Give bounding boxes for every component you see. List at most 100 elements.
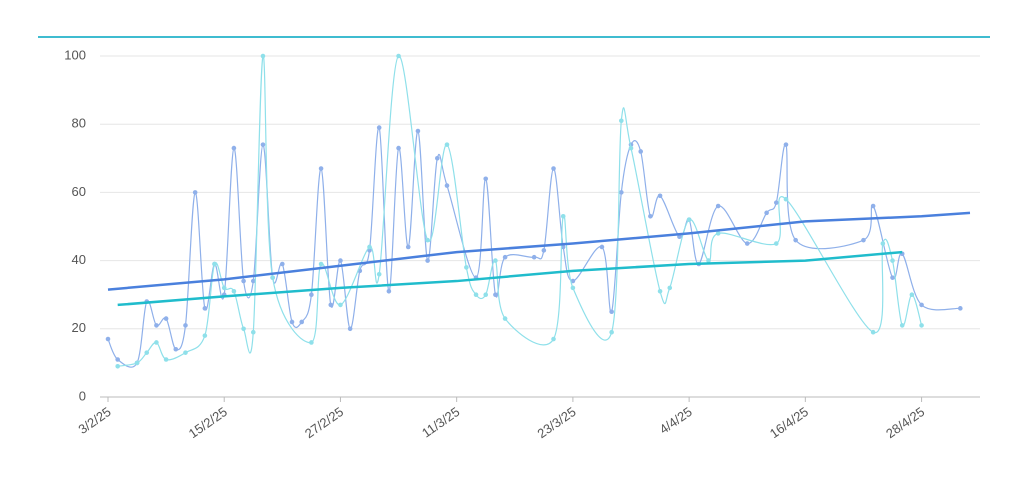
- data-point: [241, 278, 246, 284]
- trend-line: [117, 250, 903, 307]
- data-point: [212, 261, 217, 267]
- data-point: [338, 302, 343, 308]
- data-point: [861, 237, 866, 243]
- data-point: [376, 125, 382, 130]
- data-point: [619, 118, 624, 124]
- data-point: [396, 53, 401, 59]
- data-point: [134, 360, 140, 366]
- data-point: [299, 319, 305, 325]
- data-point: [464, 265, 469, 270]
- data-point: [202, 306, 208, 311]
- data-point: [270, 275, 275, 280]
- data-point: [163, 316, 169, 321]
- data-point: [280, 261, 285, 267]
- data-point: [958, 306, 963, 311]
- data-point: [241, 326, 246, 332]
- data-point: [783, 142, 789, 147]
- data-point: [628, 145, 634, 151]
- data-point: [231, 288, 237, 294]
- data-point: [318, 166, 324, 171]
- data-point: [386, 288, 392, 294]
- data-point: [444, 183, 450, 188]
- data-point: [502, 316, 508, 321]
- y-tick-label: 100: [64, 47, 86, 62]
- data-point: [715, 203, 721, 209]
- data-point: [250, 278, 256, 284]
- data-point: [405, 244, 411, 250]
- data-point: [376, 271, 382, 277]
- data-point: [347, 326, 353, 332]
- x-tick-label: 27/2/25: [302, 404, 346, 441]
- data-point: [144, 350, 150, 355]
- data-point: [919, 302, 924, 308]
- data-point: [192, 190, 198, 195]
- data-point: [183, 350, 188, 355]
- data-point: [744, 241, 750, 246]
- data-point: [609, 309, 614, 315]
- data-point: [764, 210, 769, 216]
- data-point: [715, 231, 721, 236]
- x-tick-label: 28/4/25: [883, 404, 927, 441]
- y-tick-label: 20: [72, 320, 86, 335]
- data-point: [309, 292, 314, 298]
- data-point: [154, 340, 159, 345]
- data-point: [115, 357, 120, 362]
- data-point: [638, 149, 643, 154]
- data-point: [899, 323, 905, 328]
- data-point: [183, 323, 188, 328]
- x-tick-label: 11/3/25: [419, 404, 462, 441]
- data-point: [163, 357, 169, 362]
- x-tick-label: 15/2/25: [186, 404, 230, 441]
- data-point: [560, 213, 566, 219]
- data-point: [473, 292, 479, 298]
- data-point: [890, 258, 895, 263]
- data-point: [551, 336, 556, 342]
- data-point: [493, 292, 498, 298]
- data-point: [773, 200, 779, 205]
- data-point: [890, 275, 895, 280]
- data-point: [328, 302, 334, 308]
- data-point: [250, 329, 256, 335]
- data-point: [425, 237, 430, 243]
- x-tick-label: 3/2/25: [75, 404, 113, 437]
- data-point: [531, 254, 537, 260]
- data-point: [154, 323, 159, 328]
- y-tick-label: 60: [72, 184, 86, 199]
- data-point: [619, 190, 624, 195]
- data-point: [706, 258, 711, 263]
- data-point: [909, 292, 915, 298]
- data-point: [483, 176, 489, 182]
- data-point: [570, 285, 576, 291]
- data-point: [444, 142, 450, 147]
- y-tick-label: 0: [79, 388, 86, 403]
- data-point: [793, 237, 798, 243]
- x-tick-label: 23/3/25: [534, 404, 578, 441]
- data-point: [289, 319, 295, 325]
- data-point: [773, 241, 779, 246]
- data-point: [260, 53, 266, 59]
- data-point: [657, 193, 663, 199]
- data-point: [367, 244, 372, 250]
- y-tick-label: 80: [72, 116, 86, 131]
- trend-line: [107, 211, 971, 291]
- data-point: [309, 340, 314, 345]
- data-point: [648, 213, 653, 219]
- data-point: [870, 329, 876, 335]
- data-point: [541, 248, 547, 253]
- data-point: [260, 142, 266, 147]
- data-point: [667, 285, 673, 291]
- data-point: [870, 203, 876, 209]
- data-point: [783, 196, 789, 202]
- x-tick-label: 16/4/25: [767, 404, 811, 441]
- data-point: [105, 336, 111, 342]
- data-point: [425, 258, 430, 263]
- data-point: [483, 292, 489, 298]
- y-tick-label: 40: [72, 252, 86, 267]
- data-point: [919, 323, 924, 328]
- data-point: [415, 128, 421, 134]
- data-point: [657, 288, 663, 294]
- data-point: [686, 217, 692, 222]
- data-point: [677, 234, 682, 240]
- data-point: [435, 156, 440, 161]
